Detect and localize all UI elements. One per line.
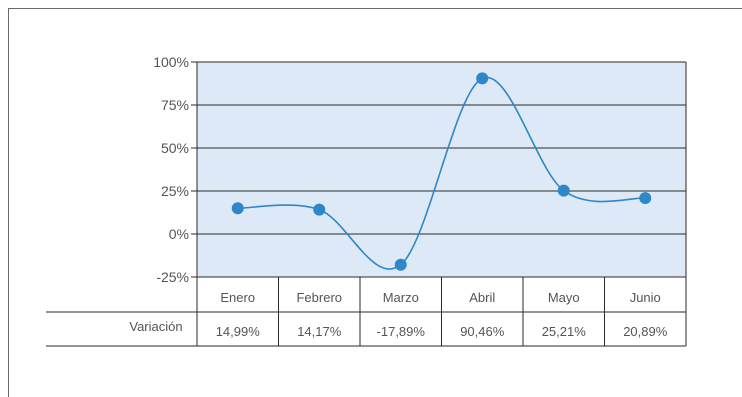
x-category-label: Abril <box>469 290 495 305</box>
data-point <box>557 184 570 197</box>
table-value: -17,89% <box>377 324 426 339</box>
y-tick-label: 100% <box>153 54 189 70</box>
x-category-label: Febrero <box>296 290 342 305</box>
y-tick-label: 50% <box>161 140 189 156</box>
x-category-label: Mayo <box>548 290 580 305</box>
y-tick-label: 25% <box>161 183 189 199</box>
y-tick-label: 75% <box>161 97 189 113</box>
table-value: 14,17% <box>297 324 342 339</box>
table-value: 20,89% <box>623 324 668 339</box>
table-row-label: Variación <box>129 319 182 334</box>
x-category-label: Junio <box>630 290 661 305</box>
table-value: 14,99% <box>216 324 261 339</box>
chart-frame <box>8 8 742 397</box>
y-tick-label: -25% <box>156 269 189 285</box>
data-point <box>639 192 652 205</box>
x-category-label: Marzo <box>383 290 419 305</box>
data-point <box>313 203 326 216</box>
x-category-label: Enero <box>220 290 255 305</box>
y-tick-labels: -25% 0% 25% 50% 75% 100% <box>153 54 189 285</box>
data-point <box>231 202 244 215</box>
data-point <box>476 72 489 85</box>
data-point <box>394 258 407 271</box>
data-table: Variación Enero Febrero Marzo Abril Mayo Juni… <box>46 277 687 347</box>
series-markers <box>231 72 652 271</box>
table-value: 90,46% <box>460 324 505 339</box>
y-tick-label: 0% <box>169 226 189 242</box>
table-value: 25,21% <box>542 324 587 339</box>
